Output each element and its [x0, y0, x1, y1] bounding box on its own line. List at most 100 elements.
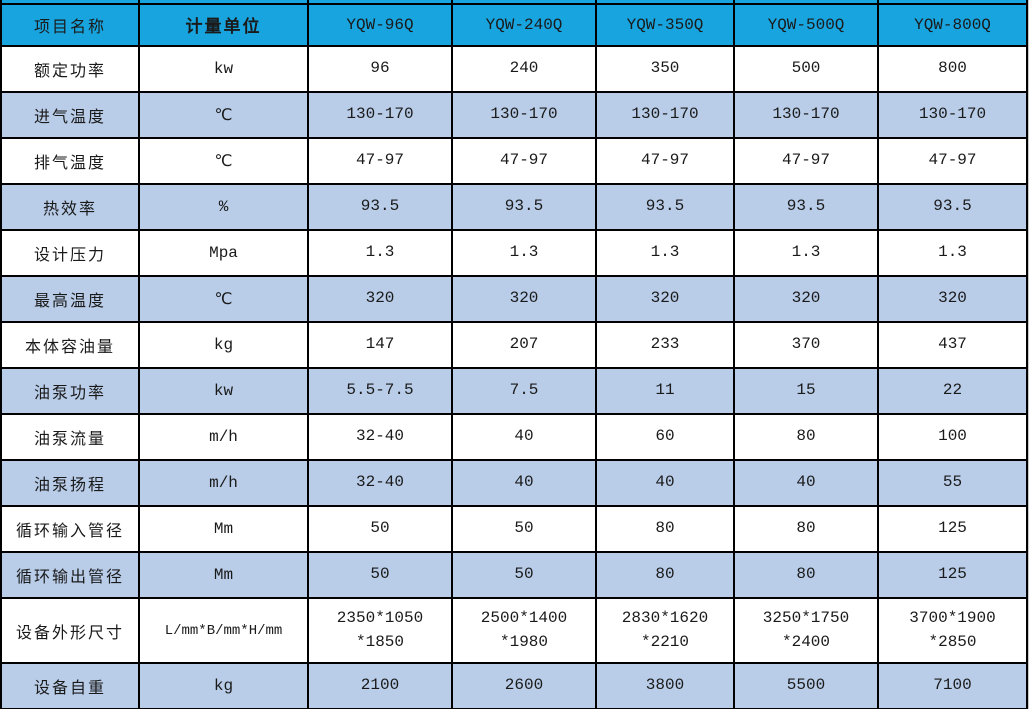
- value-cell: 800: [877, 45, 1028, 93]
- row-label: 进气温度: [0, 91, 140, 139]
- value-cell: 130-170: [733, 91, 879, 139]
- column-header: YQW-500Q: [733, 3, 879, 47]
- value-cell: 55: [877, 459, 1028, 507]
- unit-cell: m/h: [138, 413, 309, 461]
- column-header: YQW-800Q: [877, 3, 1028, 47]
- row-label: 油泵扬程: [0, 459, 140, 507]
- unit-cell: kw: [138, 367, 309, 415]
- row-label: 循环输出管径: [0, 551, 140, 599]
- row-label: 设计压力: [0, 229, 140, 277]
- table-row: 最高温度 ℃ 320 320 320 320 320: [0, 275, 1028, 323]
- table-row: 油泵扬程 m/h 32-40 40 40 40 55: [0, 459, 1028, 507]
- value-cell: 47-97: [733, 137, 879, 185]
- value-cell: 50: [451, 505, 597, 553]
- table-row: 额定功率 kw 96 240 350 500 800: [0, 45, 1028, 93]
- table-header-row: 项目名称 计量单位 YQW-96Q YQW-240Q YQW-350Q YQW-500Q Y…: [0, 3, 1028, 47]
- value-cell: 5.5-7.5: [307, 367, 453, 415]
- top-strip-cell: [307, 0, 453, 5]
- value-cell: 93.5: [595, 183, 735, 231]
- top-strip-cell: [138, 0, 309, 5]
- value-cell: 500: [733, 45, 879, 93]
- top-strip-cell: [451, 0, 597, 5]
- value-cell: 47-97: [877, 137, 1028, 185]
- value-cell: 1.3: [877, 229, 1028, 277]
- value-cell: 1.3: [451, 229, 597, 277]
- value-cell: 370: [733, 321, 879, 369]
- row-label: 油泵功率: [0, 367, 140, 415]
- table-row: 设备自重 kg 2100 2600 3800 5500 7100: [0, 662, 1028, 709]
- value-cell: 3700*1900 *2850: [877, 597, 1028, 664]
- unit-cell: Mm: [138, 551, 309, 599]
- value-cell: 100: [877, 413, 1028, 461]
- value-cell: 320: [733, 275, 879, 323]
- value-cell: 11: [595, 367, 735, 415]
- value-cell: 22: [877, 367, 1028, 415]
- row-label: 排气温度: [0, 137, 140, 185]
- unit-cell: kw: [138, 45, 309, 93]
- value-cell: 130-170: [877, 91, 1028, 139]
- unit-cell: ℃: [138, 137, 309, 185]
- unit-cell: m/h: [138, 459, 309, 507]
- table-row: 油泵功率 kw 5.5-7.5 7.5 11 15 22: [0, 367, 1028, 415]
- unit-cell: ℃: [138, 275, 309, 323]
- value-cell: 40: [733, 459, 879, 507]
- value-cell: 7.5: [451, 367, 597, 415]
- row-label: 最高温度: [0, 275, 140, 323]
- row-label: 循环输入管径: [0, 505, 140, 553]
- unit-cell: kg: [138, 662, 309, 709]
- table-row: 设备外形尺寸 L/mm*B/mm*H/mm 2350*1050 *1850 2500*…: [0, 597, 1028, 664]
- value-cell: 50: [307, 551, 453, 599]
- value-cell: 32-40: [307, 413, 453, 461]
- top-strip-cell: [0, 0, 140, 5]
- table-top-strip: [0, 0, 1028, 5]
- value-cell: 40: [451, 413, 597, 461]
- table-row: 循环输出管径 Mm 50 50 80 80 125: [0, 551, 1028, 599]
- value-cell: 5500: [733, 662, 879, 709]
- row-label: 热效率: [0, 183, 140, 231]
- column-header: YQW-240Q: [451, 3, 597, 47]
- top-strip-cell: [877, 0, 1028, 5]
- value-cell: 320: [451, 275, 597, 323]
- value-cell: 130-170: [307, 91, 453, 139]
- value-cell: 80: [733, 551, 879, 599]
- value-cell: 320: [877, 275, 1028, 323]
- value-cell: 437: [877, 321, 1028, 369]
- table-row: 循环输入管径 Mm 50 50 80 80 125: [0, 505, 1028, 553]
- unit-cell: L/mm*B/mm*H/mm: [138, 597, 309, 664]
- column-header: YQW-96Q: [307, 3, 453, 47]
- value-cell: 93.5: [451, 183, 597, 231]
- value-cell: 93.5: [877, 183, 1028, 231]
- value-cell: 320: [595, 275, 735, 323]
- unit-cell: kg: [138, 321, 309, 369]
- row-label: 额定功率: [0, 45, 140, 93]
- value-cell: 93.5: [307, 183, 453, 231]
- table-row: 进气温度 ℃ 130-170 130-170 130-170 130-170 130-170: [0, 91, 1028, 139]
- value-cell: 32-40: [307, 459, 453, 507]
- unit-cell: %: [138, 183, 309, 231]
- value-cell: 80: [733, 505, 879, 553]
- value-cell: 1.3: [307, 229, 453, 277]
- row-label: 设备外形尺寸: [0, 597, 140, 664]
- column-header: YQW-350Q: [595, 3, 735, 47]
- value-cell: 40: [595, 459, 735, 507]
- row-label: 设备自重: [0, 662, 140, 709]
- value-cell: 2500*1400 *1980: [451, 597, 597, 664]
- value-cell: 80: [733, 413, 879, 461]
- value-cell: 93.5: [733, 183, 879, 231]
- table-row: 本体容油量 kg 147 207 233 370 437: [0, 321, 1028, 369]
- value-cell: 3250*1750 *2400: [733, 597, 879, 664]
- value-cell: 1.3: [595, 229, 735, 277]
- unit-cell: Mpa: [138, 229, 309, 277]
- unit-cell: Mm: [138, 505, 309, 553]
- value-cell: 147: [307, 321, 453, 369]
- row-label: 油泵流量: [0, 413, 140, 461]
- value-cell: 207: [451, 321, 597, 369]
- value-cell: 233: [595, 321, 735, 369]
- value-cell: 96: [307, 45, 453, 93]
- value-cell: 125: [877, 505, 1028, 553]
- value-cell: 60: [595, 413, 735, 461]
- value-cell: 3800: [595, 662, 735, 709]
- table-row: 热效率% 93.5 93.5 93.5 93.5 93.5: [0, 183, 1028, 231]
- top-strip-cell: [733, 0, 879, 5]
